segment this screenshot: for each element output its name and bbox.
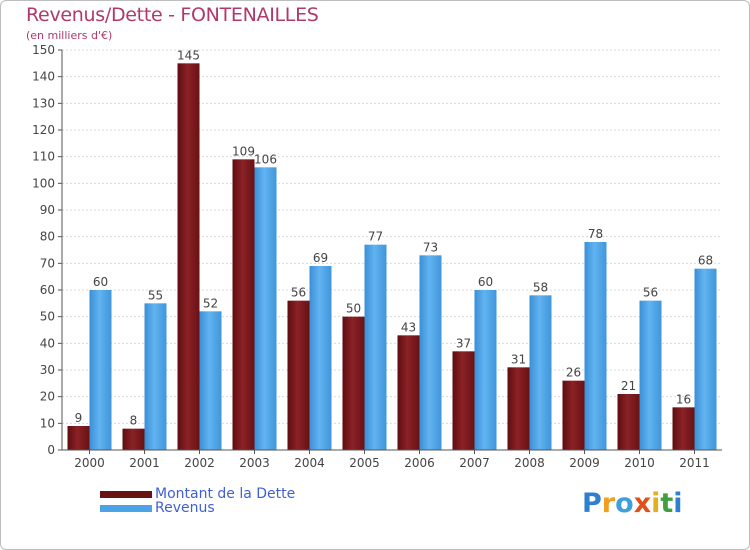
bar-dette [562,380,585,450]
data-label: 8 [130,414,138,428]
data-label: 37 [456,336,471,350]
x-tick-label: 2009 [569,456,600,470]
data-label: 60 [478,275,493,289]
logo-letter: x [633,488,652,519]
y-tick-label: 30 [40,363,55,377]
chart-subtitle: (en milliers d'€) [26,29,113,42]
x-tick-label: 2007 [459,456,490,470]
legend-item-dette: Montant de la Dette [100,486,295,502]
bars [67,63,717,451]
data-label: 60 [93,275,108,289]
legend-swatch-dette [100,490,152,498]
bar-revenus [364,244,387,450]
logo-letter: o [615,488,634,519]
y-tick-label: 10 [40,416,55,430]
legend-label-dette: Montant de la Dette [155,486,296,502]
bar-dette [342,316,365,450]
bar-dette [452,351,475,450]
data-label: 26 [566,366,581,380]
data-label: 56 [643,286,658,300]
data-label: 78 [588,227,603,241]
data-label: 16 [676,392,691,406]
x-tick-label: 2005 [349,456,380,470]
data-label: 145 [177,48,200,62]
proxiti-logo: Proxiti [582,488,683,519]
bar-dette [397,335,420,450]
bar-dette [617,394,640,450]
x-tick-label: 2011 [679,456,710,470]
x-tick-label: 2001 [129,456,160,470]
legend-label-revenus: Revenus [155,500,215,516]
y-tick-label: 0 [47,443,55,457]
y-tick-label: 130 [32,96,55,110]
bar-revenus [254,167,277,451]
data-label: 77 [368,230,383,244]
bar-revenus [639,300,662,450]
bar-revenus [419,255,442,450]
y-tick-label: 120 [32,123,55,137]
data-label: 68 [698,254,713,268]
logo-letter: i [651,488,661,519]
data-label: 106 [254,152,277,166]
y-tick-label: 90 [40,203,55,217]
data-label: 55 [148,288,163,302]
y-tick-label: 20 [40,390,55,404]
bar-dette [287,300,310,450]
bar-revenus [309,266,332,450]
y-tick-label: 60 [40,283,55,297]
y-tick-label: 80 [40,230,55,244]
bar-dette [232,159,255,451]
logo-letter: i [673,488,683,519]
y-tick-label: 50 [40,310,55,324]
bar-revenus [529,295,552,450]
legend-swatch-revenus [100,504,152,512]
data-label: 50 [346,302,361,316]
y-tick-label: 100 [32,176,55,190]
data-label: 73 [423,240,438,254]
data-label: 69 [313,251,328,265]
bar-revenus [474,290,497,450]
x-tick-label: 2004 [294,456,325,470]
y-tick-label: 40 [40,336,55,350]
bar-dette [672,407,695,450]
x-tick-label: 2000 [74,456,105,470]
grid-lines [62,49,722,451]
bar-dette [507,367,530,450]
bar-revenus [199,311,222,450]
chart-title: Revenus/Dette - FONTENAILLES [26,4,319,26]
data-label: 21 [621,379,636,393]
bar-dette [177,63,200,450]
x-tick-label: 2002 [184,456,215,470]
legend-item-revenus: Revenus [100,500,215,516]
data-label: 43 [401,320,416,334]
x-tick-label: 2003 [239,456,270,470]
x-tick-label: 2010 [624,456,655,470]
y-tick-label: 140 [32,70,55,84]
axes: 0 10 20 30 40 50 60 70 80 90 100 110 120 130 140 150 200… [32,43,722,470]
x-tick-label: 2006 [404,456,435,470]
data-label: 56 [291,286,306,300]
bar-dette [67,426,90,450]
y-tick-label: 150 [32,43,55,57]
logo-letter: P [582,488,602,519]
y-tick-label: 110 [32,150,55,164]
bar-revenus [89,290,112,450]
bar-revenus [584,242,607,450]
logo-letter: r [601,488,616,519]
data-label: 31 [511,352,526,366]
y-tick-label: 70 [40,256,55,270]
logo-letter: t [660,488,674,519]
data-label: 109 [232,144,255,158]
data-label: 52 [203,296,218,310]
bar-dette [122,428,145,450]
data-label: 9 [75,411,83,425]
x-tick-label: 2008 [514,456,545,470]
bar-revenus [144,303,167,450]
data-label: 58 [533,280,548,294]
bar-revenus [694,268,717,450]
